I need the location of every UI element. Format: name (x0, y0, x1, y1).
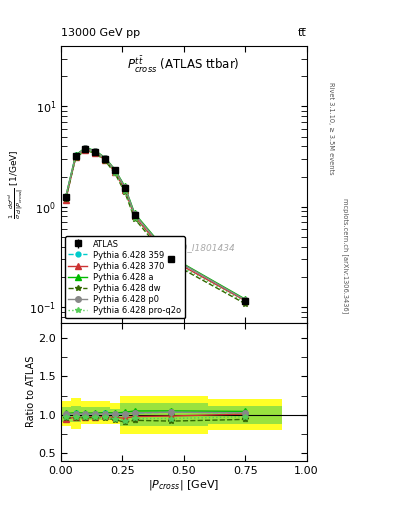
Pythia 6.428 pro-q2o (169, 259, 174, 265)
Pythia 6.428 dw (103, 158, 108, 164)
Text: 13000 GeV pp: 13000 GeV pp (61, 28, 140, 38)
Pythia 6.428 pro-q2o (113, 169, 118, 176)
Pythia 6.428 dw (123, 189, 127, 195)
Pythia 6.428 a (73, 152, 78, 158)
Pythia 6.428 a (83, 144, 88, 151)
Pythia 6.428 dw (73, 155, 78, 161)
Pythia 6.428 359 (93, 148, 98, 154)
Pythia 6.428 p0 (103, 155, 108, 161)
Legend: ATLAS, Pythia 6.428 359, Pythia 6.428 370, Pythia 6.428 a, Pythia 6.428 dw, Pyth: ATLAS, Pythia 6.428 359, Pythia 6.428 37… (65, 236, 185, 318)
Pythia 6.428 359 (169, 254, 174, 261)
Pythia 6.428 dw (64, 196, 68, 202)
Pythia 6.428 370 (132, 214, 137, 220)
Text: $P^{t\bar{t}}_{cross}$ (ATLAS ttbar): $P^{t\bar{t}}_{cross}$ (ATLAS ttbar) (127, 54, 240, 75)
Pythia 6.428 dw (169, 260, 174, 266)
Pythia 6.428 a (243, 296, 248, 302)
Y-axis label: $\frac{1}{\sigma}\frac{d\sigma^{nd}}{d\,|P_{cross}|}$ [1/GeV]: $\frac{1}{\sigma}\frac{d\sigma^{nd}}{d\,… (7, 150, 26, 219)
Pythia 6.428 a (93, 147, 98, 154)
Pythia 6.428 pro-q2o (64, 195, 68, 201)
Line: Pythia 6.428 370: Pythia 6.428 370 (63, 147, 248, 303)
Text: tt̅: tt̅ (298, 28, 307, 38)
Pythia 6.428 359 (113, 167, 118, 173)
Pythia 6.428 a (123, 183, 127, 189)
Pythia 6.428 a (169, 254, 174, 260)
Pythia 6.428 pro-q2o (243, 299, 248, 305)
Line: Pythia 6.428 dw: Pythia 6.428 dw (63, 147, 248, 307)
Pythia 6.428 p0 (73, 153, 78, 159)
Line: Pythia 6.428 359: Pythia 6.428 359 (63, 145, 248, 302)
Pythia 6.428 359 (73, 153, 78, 159)
Pythia 6.428 359 (64, 194, 68, 200)
Pythia 6.428 p0 (132, 211, 137, 218)
Pythia 6.428 a (113, 166, 118, 173)
Pythia 6.428 370 (169, 257, 174, 263)
Y-axis label: Ratio to ATLAS: Ratio to ATLAS (26, 356, 35, 428)
Pythia 6.428 370 (64, 197, 68, 203)
Pythia 6.428 p0 (123, 184, 127, 190)
Pythia 6.428 p0 (243, 297, 248, 303)
Pythia 6.428 p0 (113, 167, 118, 173)
Pythia 6.428 a (64, 193, 68, 199)
Text: mcplots.cern.ch [arXiv:1306.3436]: mcplots.cern.ch [arXiv:1306.3436] (342, 198, 349, 314)
Pythia 6.428 370 (243, 297, 248, 304)
Pythia 6.428 pro-q2o (132, 215, 137, 221)
X-axis label: $|P_{cross}|$ [GeV]: $|P_{cross}|$ [GeV] (148, 478, 219, 493)
Line: Pythia 6.428 p0: Pythia 6.428 p0 (63, 145, 248, 303)
Pythia 6.428 dw (243, 301, 248, 307)
Pythia 6.428 359 (132, 211, 137, 218)
Pythia 6.428 370 (83, 146, 88, 153)
Pythia 6.428 dw (83, 147, 88, 154)
Text: ATLAS_2020_I1801434: ATLAS_2020_I1801434 (132, 243, 235, 252)
Pythia 6.428 370 (93, 150, 98, 156)
Pythia 6.428 dw (113, 170, 118, 177)
Pythia 6.428 370 (113, 169, 118, 175)
Pythia 6.428 a (132, 210, 137, 217)
Pythia 6.428 dw (93, 150, 98, 156)
Pythia 6.428 pro-q2o (123, 188, 127, 194)
Pythia 6.428 370 (103, 157, 108, 163)
Line: Pythia 6.428 a: Pythia 6.428 a (63, 145, 248, 302)
Pythia 6.428 359 (103, 155, 108, 161)
Pythia 6.428 p0 (64, 194, 68, 200)
Text: Rivet 3.1.10, ≥ 3.5M events: Rivet 3.1.10, ≥ 3.5M events (328, 82, 334, 174)
Pythia 6.428 pro-q2o (73, 154, 78, 160)
Pythia 6.428 pro-q2o (83, 147, 88, 153)
Pythia 6.428 359 (243, 297, 248, 303)
Pythia 6.428 370 (123, 186, 127, 193)
Pythia 6.428 370 (73, 155, 78, 161)
Pythia 6.428 p0 (83, 145, 88, 151)
Pythia 6.428 a (103, 155, 108, 161)
Pythia 6.428 pro-q2o (103, 157, 108, 163)
Pythia 6.428 pro-q2o (93, 150, 98, 156)
Line: Pythia 6.428 pro-q2o: Pythia 6.428 pro-q2o (63, 147, 248, 305)
Pythia 6.428 p0 (169, 254, 174, 261)
Pythia 6.428 p0 (93, 148, 98, 154)
Pythia 6.428 359 (83, 145, 88, 151)
Pythia 6.428 359 (123, 184, 127, 190)
Pythia 6.428 dw (132, 216, 137, 222)
